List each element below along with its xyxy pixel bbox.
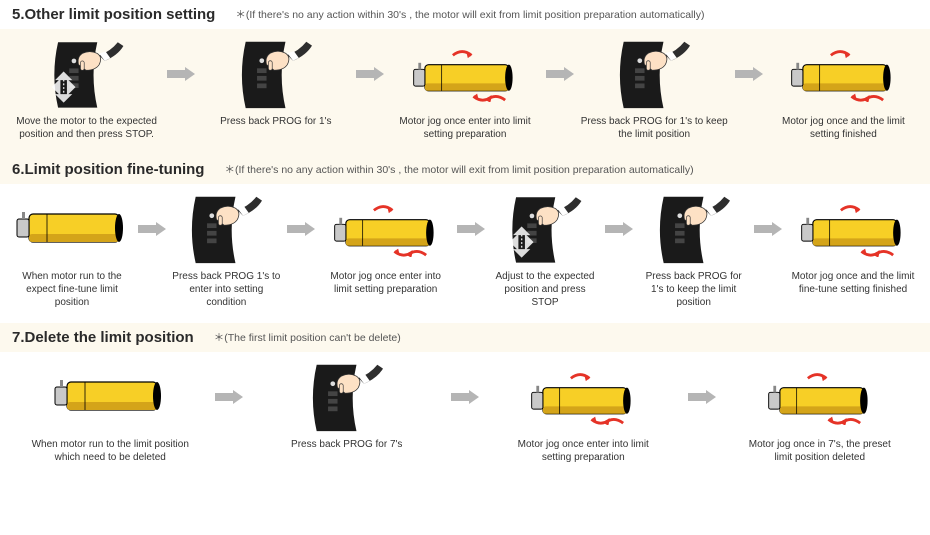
step-arrow-icon xyxy=(449,362,481,432)
step-arrow-icon xyxy=(686,362,718,432)
step-arrow-icon xyxy=(165,39,197,109)
step-caption: Motor jog once in 7's, the preset limit … xyxy=(740,438,900,464)
step-caption: Press back PROG for 1's to keep the limi… xyxy=(580,115,729,141)
press-device-direction-icon xyxy=(503,194,587,264)
step: Move the motor to the expected position … xyxy=(12,39,161,141)
step: Motor jog once enter into limit setting … xyxy=(485,362,682,464)
section-title: 6.Limit position fine-tuning xyxy=(12,161,204,178)
step-caption: Press back PROG for 1's xyxy=(220,115,331,128)
section-note: ＊(If there's no any action within 30's ,… xyxy=(224,162,693,177)
step-arrow-icon xyxy=(752,194,784,264)
step: Press back PROG for 7's xyxy=(249,362,446,451)
motor-jog-icon xyxy=(321,194,451,264)
step-caption: When motor run to the limit position whi… xyxy=(30,438,190,464)
step: Press back PROG for 1's xyxy=(201,39,350,128)
step: Motor jog once in 7's, the preset limit … xyxy=(722,362,919,464)
motor-jog-icon xyxy=(518,362,648,432)
section-row-0: Move the motor to the expected position … xyxy=(0,29,930,155)
motor-jog-icon xyxy=(400,39,530,109)
motor-jog-icon xyxy=(778,39,908,109)
step: Adjust to the expected position and pres… xyxy=(491,194,600,309)
section-note: ＊(The first limit position can't be dele… xyxy=(214,330,401,345)
step-caption: When motor run to the expect fine-tune l… xyxy=(12,270,132,309)
step-caption: Press back PROG for 7's xyxy=(291,438,402,451)
press-device-icon xyxy=(614,39,694,109)
section-header-2: 7.Delete the limit position ＊(The first … xyxy=(0,323,930,352)
step-arrow-icon xyxy=(213,362,245,432)
step-caption: Motor jog once and the limit setting fin… xyxy=(769,115,918,141)
step-caption: Motor jog once enter into limit setting … xyxy=(321,270,451,296)
step-arrow-icon xyxy=(285,194,317,264)
step: Motor jog once enter into limit setting … xyxy=(390,39,539,141)
press-device-icon xyxy=(236,39,316,109)
motor-icon xyxy=(50,362,170,432)
step: Press back PROG 1's to enter into settin… xyxy=(172,194,281,309)
step-arrow-icon xyxy=(733,39,765,109)
press-device-icon xyxy=(654,194,734,264)
step-caption: Press back PROG 1's to enter into settin… xyxy=(172,270,281,309)
motor-jog-icon xyxy=(755,362,885,432)
press-device-icon xyxy=(307,362,387,432)
step-arrow-icon xyxy=(603,194,635,264)
section-title: 7.Delete the limit position xyxy=(12,329,194,346)
motor-icon xyxy=(12,194,132,264)
step-arrow-icon xyxy=(354,39,386,109)
step-caption: Adjust to the expected position and pres… xyxy=(491,270,600,309)
step: Press back PROG for 1's to keep the limi… xyxy=(580,39,729,141)
section-note: ＊(If there's no any action within 30's ,… xyxy=(235,7,704,22)
section-header-1: 6.Limit position fine-tuning ＊(If there'… xyxy=(0,155,930,184)
step: Motor jog once and the limit setting fin… xyxy=(769,39,918,141)
step-arrow-icon xyxy=(455,194,487,264)
section-row-2: When motor run to the limit position whi… xyxy=(0,352,930,478)
step-caption: Motor jog once enter into limit setting … xyxy=(390,115,539,141)
step: Motor jog once and the limit fine-tune s… xyxy=(788,194,918,296)
section-title: 5.Other limit position setting xyxy=(12,6,215,23)
step-arrow-icon xyxy=(544,39,576,109)
press-device-direction-icon xyxy=(45,39,129,109)
press-device-icon xyxy=(186,194,266,264)
step-arrow-icon xyxy=(136,194,168,264)
motor-jog-icon xyxy=(788,194,918,264)
section-header-0: 5.Other limit position setting ＊(If ther… xyxy=(0,0,930,29)
section-row-1: When motor run to the expect fine-tune l… xyxy=(0,184,930,323)
step-caption: Motor jog once enter into limit setting … xyxy=(503,438,663,464)
step-caption: Motor jog once and the limit fine-tune s… xyxy=(788,270,918,296)
step: Press back PROG for 1's to keep the limi… xyxy=(639,194,748,309)
step-caption: Press back PROG for 1's to keep the limi… xyxy=(639,270,748,309)
step-caption: Move the motor to the expected position … xyxy=(12,115,161,141)
step: When motor run to the limit position whi… xyxy=(12,362,209,464)
step: When motor run to the expect fine-tune l… xyxy=(12,194,132,309)
step: Motor jog once enter into limit setting … xyxy=(321,194,451,296)
